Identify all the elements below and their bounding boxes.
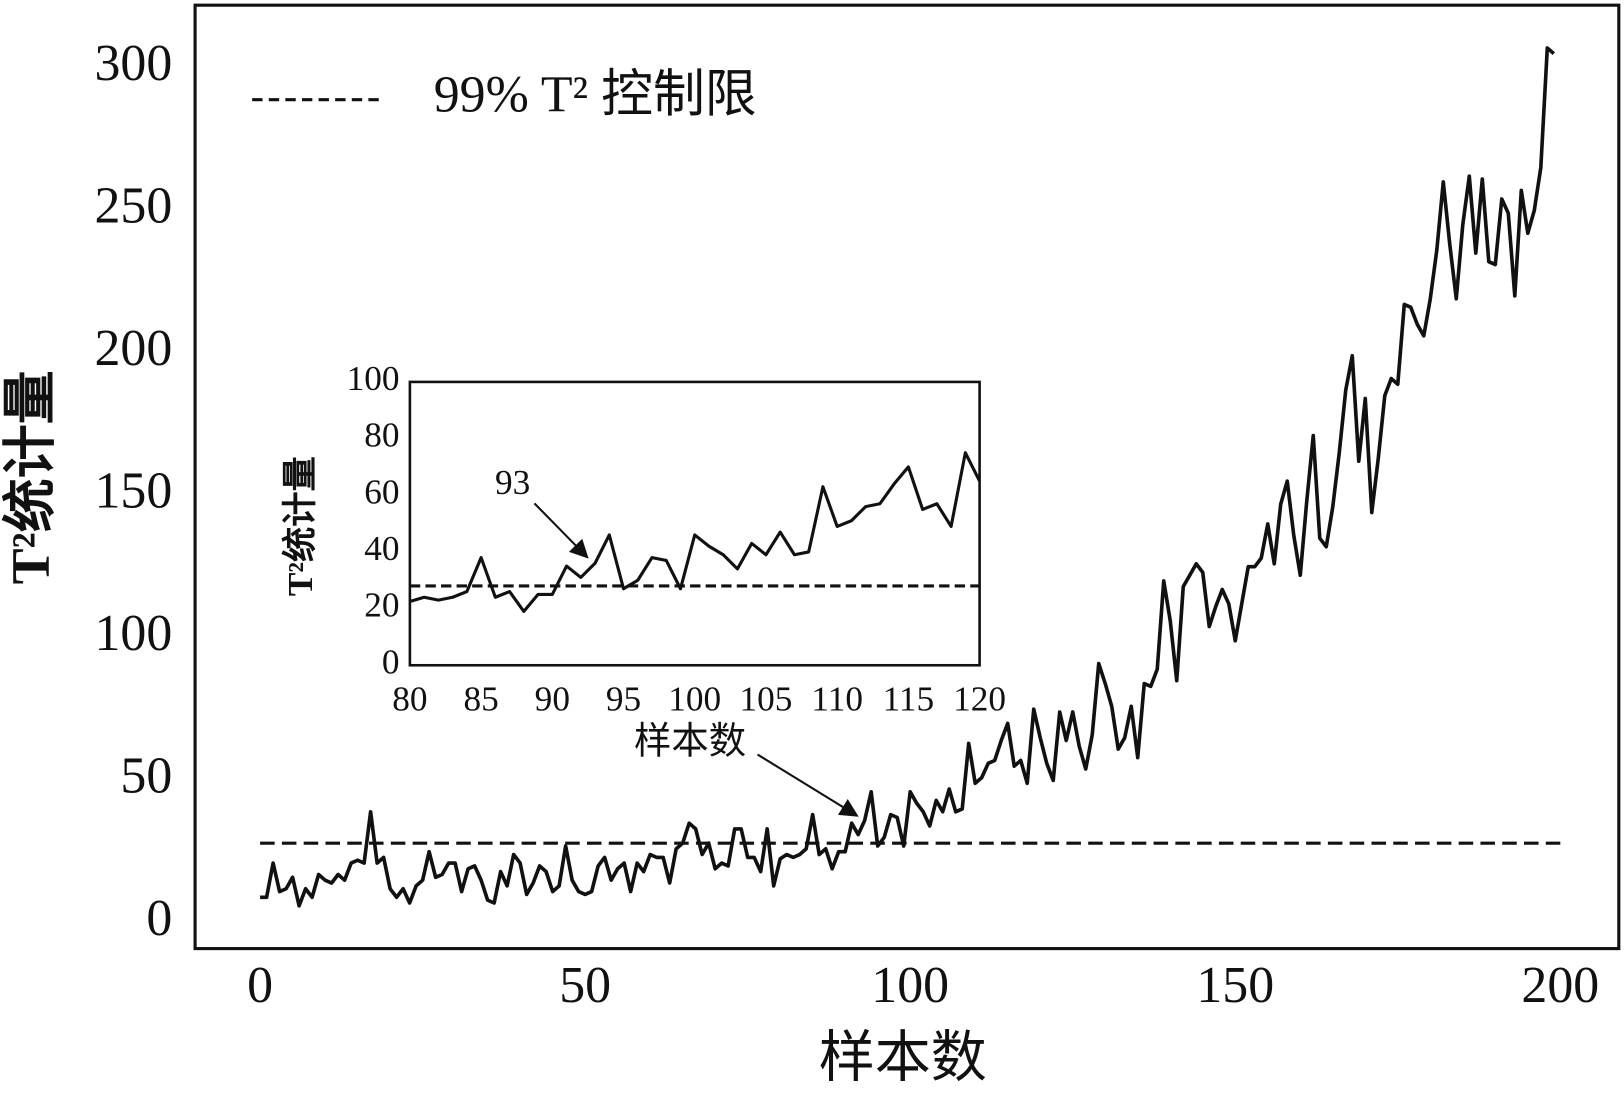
y-tick-label: 100: [94, 605, 172, 662]
inset-y-label: T²统计量: [281, 456, 320, 596]
x-tick-label: 150: [1196, 957, 1274, 1014]
x-tick-label: 85: [463, 680, 498, 719]
plot-frame: [193, 3, 1621, 951]
x-tick-label: 90: [535, 680, 570, 719]
y-tick-label: 300: [94, 35, 172, 92]
x-tick-label: 105: [740, 680, 793, 719]
x-tick-label: 120: [953, 680, 1006, 719]
y-tick-label: 200: [94, 320, 172, 377]
y-tick-label: 250: [94, 177, 172, 234]
zoom-arrow: [756, 753, 859, 817]
y-tick-label: 60: [364, 472, 399, 511]
y-tick-label: 100: [347, 359, 400, 398]
data-line: [409, 451, 981, 613]
x-tick-label: 100: [871, 957, 949, 1014]
x-tick-label: 0: [247, 957, 273, 1014]
inset-x-label: 样本数: [634, 721, 746, 763]
annotation: 93: [495, 463, 530, 502]
y-axis-label: T²统计量: [1, 370, 61, 584]
inset-frame: [408, 380, 981, 667]
x-tick-label: 110: [811, 680, 863, 719]
x-tick-label: 80: [392, 680, 427, 719]
x-tick-label: 200: [1521, 957, 1599, 1014]
data-line: [260, 46, 1555, 908]
x-axis-label: 样本数: [819, 1028, 987, 1090]
y-tick-label: 80: [364, 416, 399, 455]
y-tick-label: 0: [146, 890, 172, 947]
legend-label: 99% T² 控制限: [434, 67, 757, 124]
y-tick-label: 50: [120, 747, 172, 804]
y-tick-label: 40: [364, 529, 399, 568]
x-tick-label: 115: [883, 680, 935, 719]
y-tick-label: 150: [94, 462, 172, 519]
x-tick-label: 50: [559, 957, 611, 1014]
x-tick-label: 100: [668, 680, 721, 719]
x-tick-label: 95: [606, 680, 641, 719]
annotation-arrow: [533, 502, 589, 559]
y-tick-label: 20: [364, 586, 399, 625]
y-tick-label: 0: [382, 642, 400, 681]
